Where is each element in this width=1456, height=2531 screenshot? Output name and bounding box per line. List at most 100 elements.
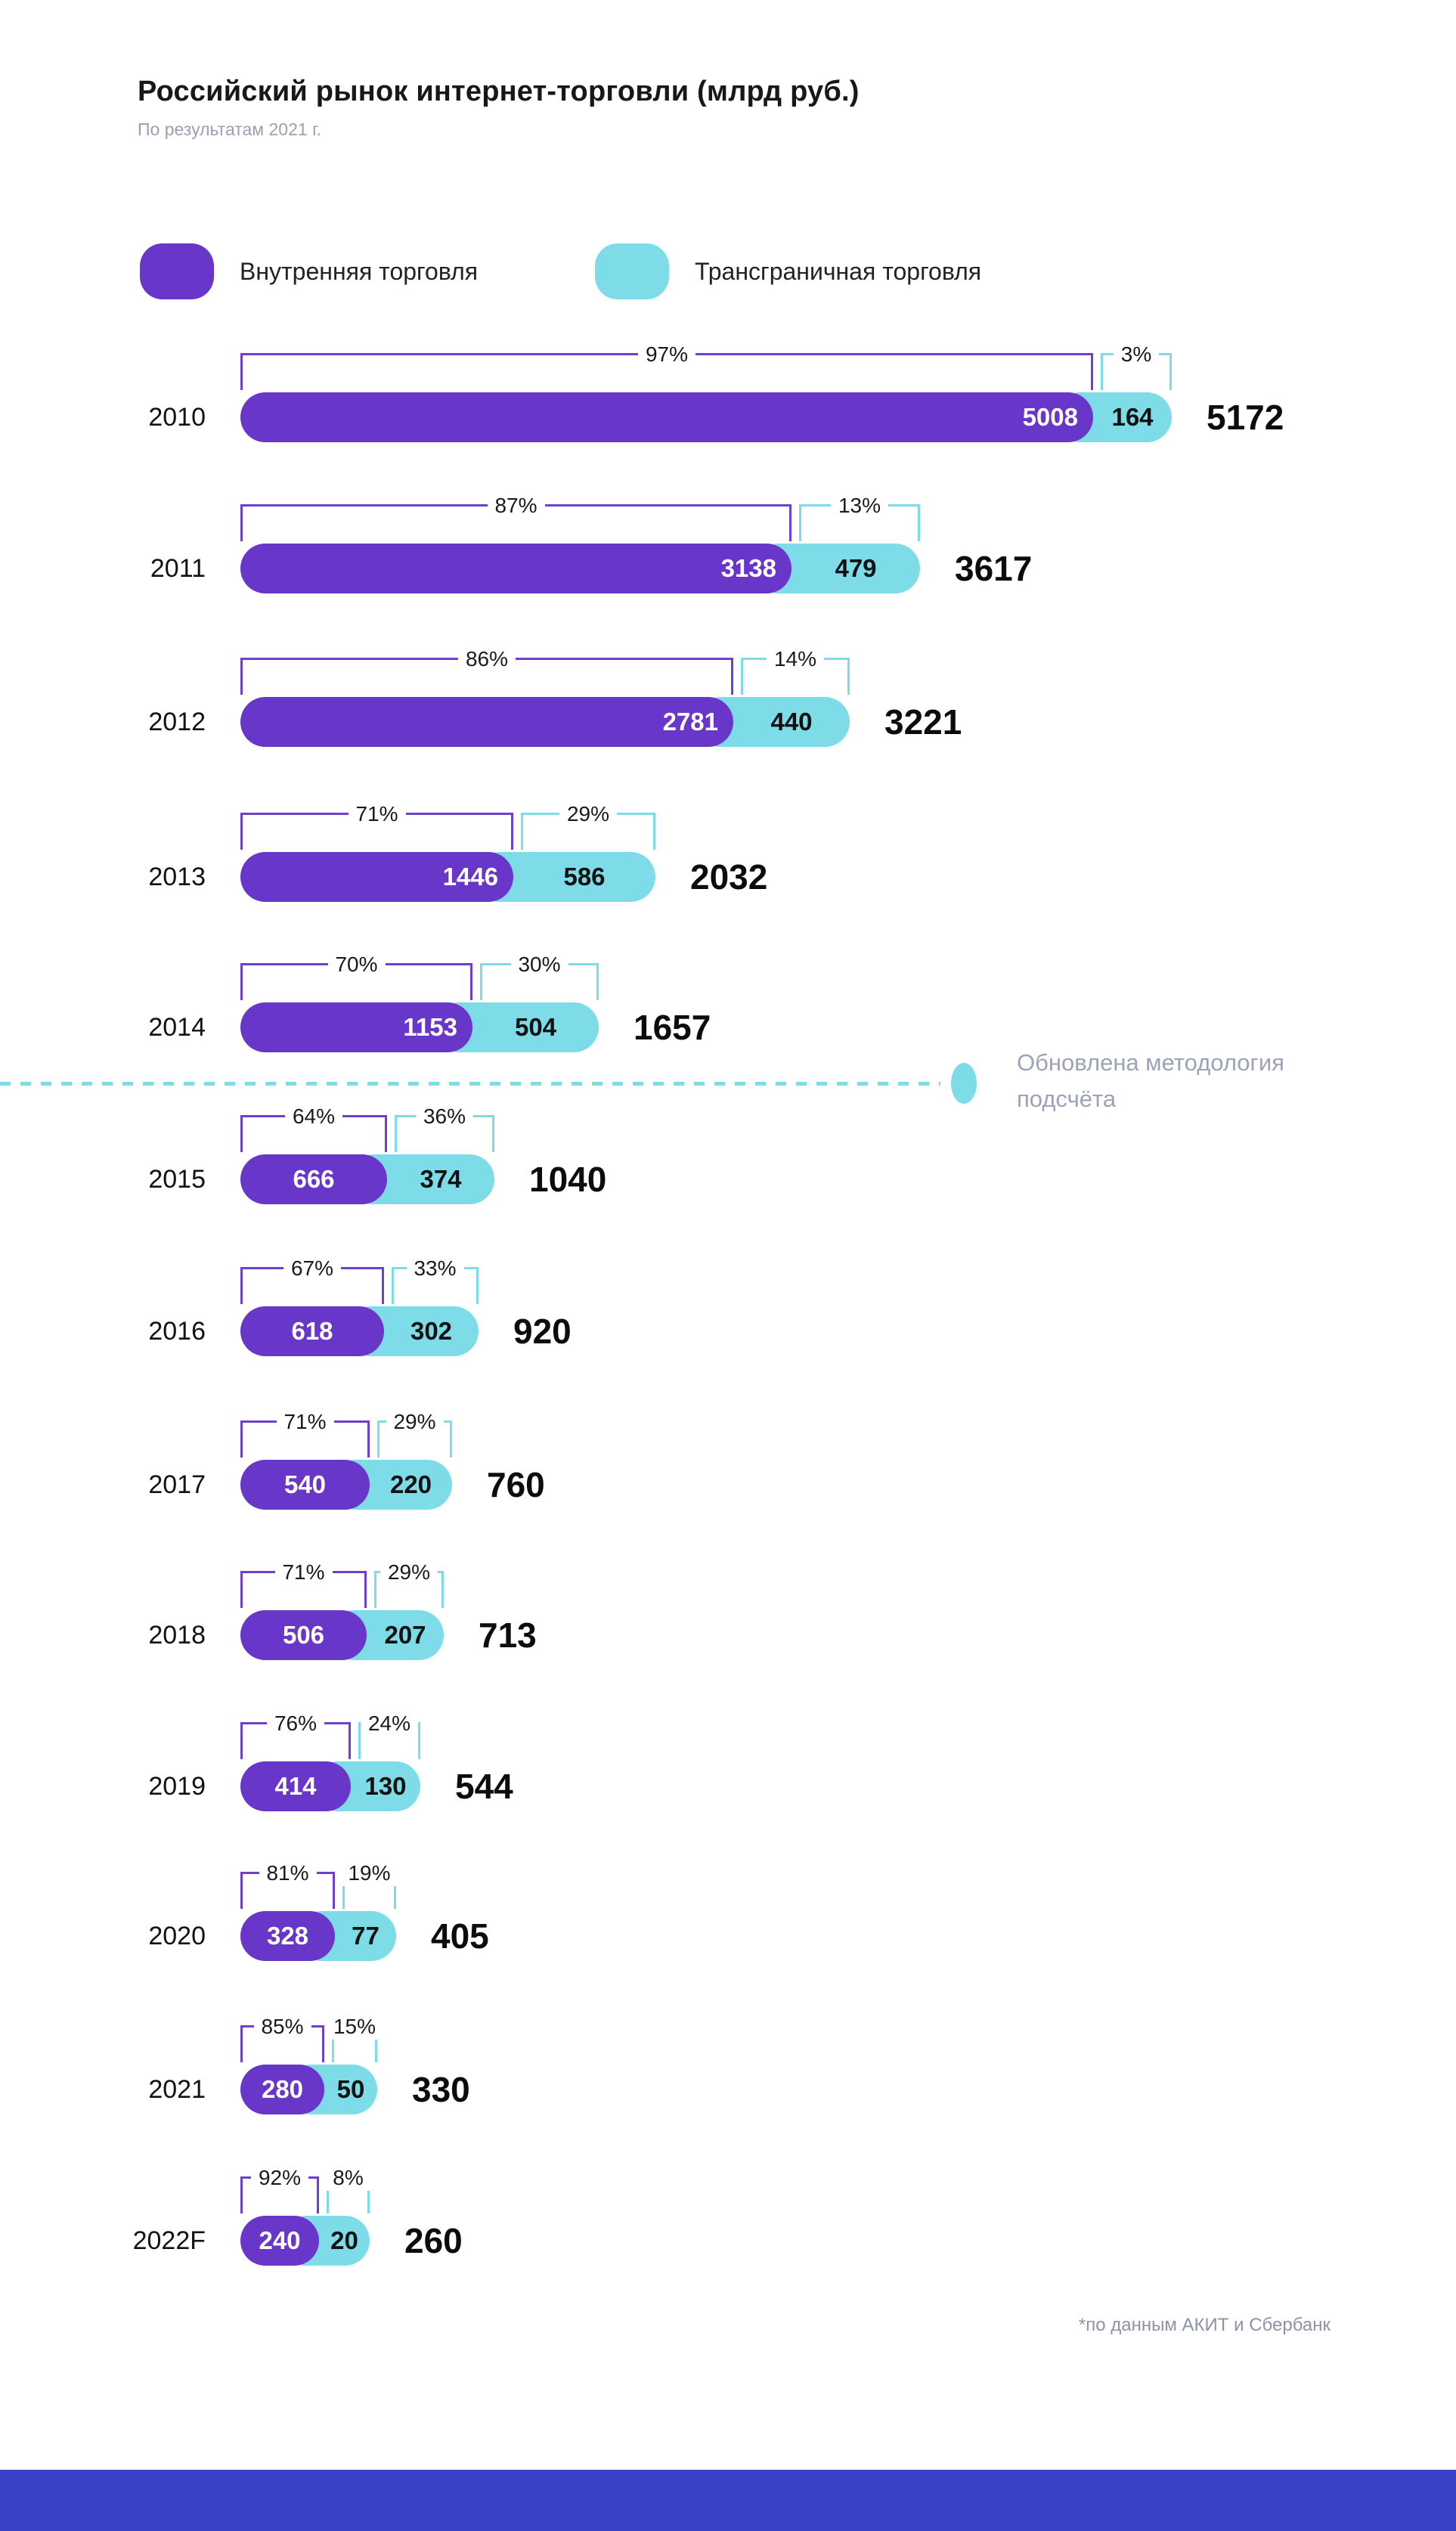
table-row: 2010 5008 164 97% 3% 5172 (0, 342, 1456, 442)
domestic-percent-label: 85% (253, 2014, 311, 2040)
bracket-tick (364, 1571, 367, 1608)
cross-border-percent-label: 33% (406, 1256, 464, 1281)
legend-label-cross-border: Трансграничная торговля (695, 258, 982, 285)
table-row: 2020 328 77 81% 19% 405 (0, 1860, 1456, 1961)
domestic-percent-label: 71% (274, 1560, 333, 1585)
domestic-bar (240, 1460, 370, 1510)
total-label: 3617 (955, 549, 1033, 588)
domestic-percent-label: 67% (283, 1256, 342, 1281)
cross-border-percent-label: 8% (325, 2165, 371, 2191)
domestic-bar (240, 392, 1093, 442)
bar-group: 2781 440 86% 14% (240, 646, 850, 747)
cross-border-value: 374 (420, 1165, 462, 1193)
domestic-value: 618 (291, 1317, 333, 1345)
bracket-tick (382, 1267, 384, 1304)
bracket-tick (799, 504, 801, 541)
bracket-tick (480, 963, 482, 1000)
domestic-value: 3138 (720, 554, 776, 582)
domestic-bar (240, 2065, 324, 2114)
bottom-brand-bar (0, 2470, 1456, 2531)
domestic-value: 1153 (403, 1013, 457, 1041)
year-label: 2020 (148, 1922, 206, 1950)
bar-group: 1153 504 70% 30% (240, 952, 599, 1052)
bracket-tick (240, 1872, 243, 1909)
bracket-tick (240, 813, 243, 850)
table-row: 2019 414 130 76% 24% 544 (0, 1711, 1456, 1811)
total-label: 330 (412, 2070, 470, 2109)
domestic-bar (240, 697, 733, 747)
table-row: 2015 666 374 64% 36% 1040 (0, 1104, 1456, 1204)
table-row: 2018 506 207 71% 29% 713 (0, 1560, 1456, 1660)
cross-border-value: 164 (1111, 403, 1154, 431)
total-label: 3221 (884, 702, 962, 742)
bracket-tick (240, 2176, 243, 2213)
cross-border-value: 504 (514, 1013, 557, 1041)
cross-border-value: 302 (410, 1317, 453, 1345)
year-label: 2012 (148, 708, 206, 736)
domestic-percent-label: 70% (327, 952, 386, 977)
cross-border-percent-label: 29% (379, 1560, 438, 1585)
cross-border-value: 440 (770, 708, 813, 736)
bracket-tick (367, 1420, 370, 1458)
bar-group: 540 220 71% 29% (240, 1409, 452, 1510)
methodology-note: Обновлена методология подсчёта (1017, 1049, 1284, 1113)
bracket-tick (240, 353, 243, 390)
bracket-tick (492, 1115, 494, 1152)
bracket-tick (450, 1420, 452, 1458)
cross-border-percent-label: 30% (510, 952, 568, 977)
bracket-tick (476, 1267, 479, 1304)
total-label: 405 (431, 1916, 489, 1956)
domestic-value: 5008 (1022, 403, 1078, 431)
methodology-dot-icon (951, 1063, 977, 1104)
domestic-bar (240, 1002, 472, 1052)
table-row: 2013 1446 586 71% 29% 2032 (0, 801, 1456, 902)
bracket-tick (918, 504, 920, 541)
bracket-tick (349, 1722, 351, 1759)
domestic-bar (240, 1761, 351, 1811)
bracket-tick (377, 1420, 379, 1458)
legend-swatch-cross-border (595, 243, 669, 299)
year-label: 2018 (148, 1621, 206, 1650)
source-footnote: *по данным АКИТ и Сбербанк (1078, 2315, 1331, 2335)
cross-border-percent-label: 29% (386, 1409, 444, 1435)
total-label: 713 (479, 1616, 537, 1655)
bar-group: 240 20 92% 8% (240, 2165, 371, 2266)
domestic-bar (240, 2216, 319, 2266)
table-row: 2012 2781 440 86% 14% 3221 (0, 646, 1456, 747)
bracket-tick (596, 963, 599, 1000)
bracket-tick (441, 1571, 444, 1608)
table-row: 2017 540 220 71% 29% 760 (0, 1409, 1456, 1510)
bar-group: 506 207 71% 29% (240, 1560, 444, 1660)
bar-group: 328 77 81% 19% (240, 1860, 398, 1961)
bracket-tick (240, 1571, 243, 1608)
cross-border-percent-label: 13% (830, 493, 889, 519)
bracket-tick (1101, 353, 1103, 390)
bracket-tick (1169, 353, 1172, 390)
year-label: 2021 (148, 2075, 206, 2104)
cross-border-percent-label: 29% (559, 801, 618, 827)
domestic-value: 280 (261, 2075, 304, 2103)
total-label: 760 (487, 1465, 545, 1504)
domestic-percent-label: 71% (276, 1409, 334, 1435)
domestic-percent-label: 76% (266, 1711, 325, 1736)
bracket-tick (333, 1872, 335, 1909)
table-row: 2011 3138 479 87% 13% 3617 (0, 493, 1456, 593)
bracket-tick (240, 1267, 243, 1304)
year-label: 2016 (148, 1317, 206, 1346)
bar-group: 280 50 85% 15% (240, 2014, 384, 2114)
bracket-tick (240, 1115, 243, 1152)
bracket-tick (374, 1571, 376, 1608)
bar-group: 666 374 64% 36% (240, 1104, 494, 1204)
domestic-value: 240 (259, 2226, 301, 2254)
legend-label-domestic: Внутренняя торговля (240, 258, 479, 285)
domestic-bar (240, 1306, 384, 1356)
year-label: 2015 (148, 1165, 206, 1194)
cross-border-percent-label: 19% (340, 1860, 398, 1886)
domestic-bar (240, 1911, 335, 1961)
bracket-tick (240, 504, 243, 541)
bracket-tick (521, 813, 523, 850)
cross-border-value: 207 (384, 1621, 426, 1649)
bracket-tick (240, 1722, 243, 1759)
cross-border-percent-label: 14% (766, 646, 825, 672)
year-label: 2014 (148, 1013, 206, 1042)
